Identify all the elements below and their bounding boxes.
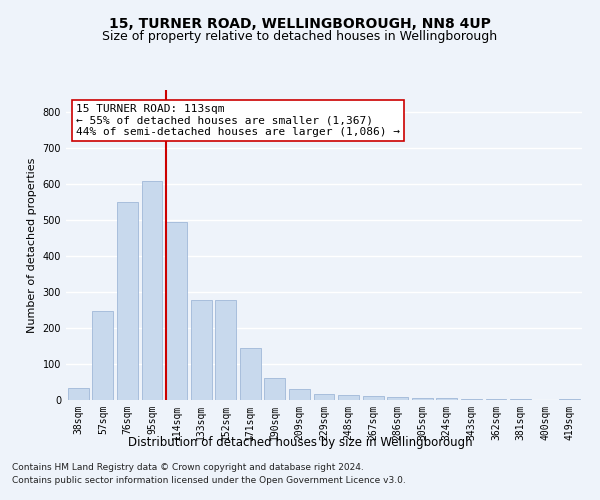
Bar (240, 348, 261, 400)
Bar (461, 399, 482, 400)
Bar (215, 300, 236, 400)
Bar (362, 396, 383, 400)
Bar (412, 398, 433, 400)
Text: 15 TURNER ROAD: 113sqm
← 55% of detached houses are smaller (1,367)
44% of semi-: 15 TURNER ROAD: 113sqm ← 55% of detached… (76, 104, 400, 137)
Text: Contains HM Land Registry data © Crown copyright and database right 2024.: Contains HM Land Registry data © Crown c… (12, 464, 364, 472)
Bar (387, 397, 408, 400)
Text: Contains public sector information licensed under the Open Government Licence v3: Contains public sector information licen… (12, 476, 406, 485)
Bar (191, 300, 212, 400)
Bar (166, 222, 187, 400)
Bar (338, 394, 359, 400)
Y-axis label: Number of detached properties: Number of detached properties (27, 158, 37, 332)
Text: 15, TURNER ROAD, WELLINGBOROUGH, NN8 4UP: 15, TURNER ROAD, WELLINGBOROUGH, NN8 4UP (109, 18, 491, 32)
Bar (117, 202, 138, 400)
Text: Size of property relative to detached houses in Wellingborough: Size of property relative to detached ho… (103, 30, 497, 43)
Bar (265, 378, 286, 400)
Bar (142, 181, 163, 400)
Text: Distribution of detached houses by size in Wellingborough: Distribution of detached houses by size … (128, 436, 472, 449)
Bar (92, 310, 113, 400)
Bar (436, 398, 457, 400)
Bar (314, 394, 334, 400)
Bar (68, 388, 89, 400)
Bar (289, 389, 310, 400)
